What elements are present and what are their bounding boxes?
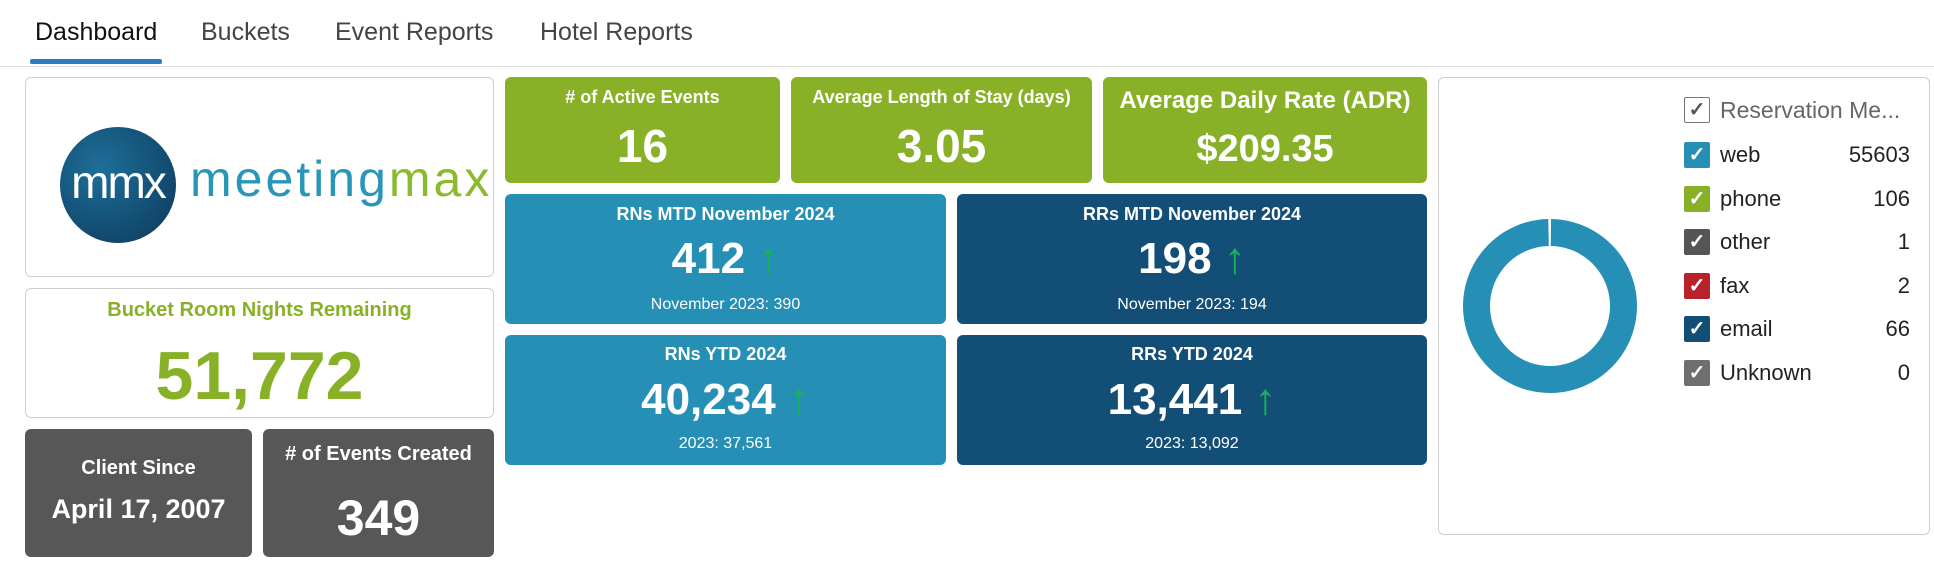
legend-label: other bbox=[1720, 229, 1771, 254]
logo-mark: mmx bbox=[71, 156, 167, 208]
adr-value: $209.35 bbox=[1196, 128, 1334, 170]
legend-item-web[interactable]: ✓ web 55603 bbox=[1684, 142, 1910, 172]
avg-length-of-stay-card: Average Length of Stay (days) 3.05 bbox=[791, 77, 1092, 183]
legend-value: 55603 bbox=[1848, 142, 1910, 167]
rns-mtd-value: 412 bbox=[671, 234, 746, 283]
donut-slice-web[interactable] bbox=[1463, 219, 1637, 393]
legend-header-label: Reservation Me... bbox=[1720, 97, 1901, 123]
active-events-card: # of Active Events 16 bbox=[505, 77, 780, 183]
rrs-mtd-label: RRs MTD November 2024 bbox=[1082, 204, 1302, 224]
reservation-method-donut-chart bbox=[1463, 219, 1637, 393]
tab-buckets[interactable]: Buckets bbox=[201, 18, 290, 46]
rns-mtd-label: RNs MTD November 2024 bbox=[616, 204, 835, 224]
logo-icon bbox=[60, 127, 176, 243]
check-icon[interactable]: ✓ bbox=[1684, 272, 1710, 299]
tab-hotel-reports[interactable]: Hotel Reports bbox=[540, 18, 693, 46]
bucket-room-nights-card: Bucket Room Nights Remaining 51,772 bbox=[25, 288, 494, 418]
active-events-value: 16 bbox=[616, 120, 669, 172]
rrs-ytd-card: RRs YTD 2024 13,441 ↑ 2023: 13,092 bbox=[957, 335, 1427, 465]
legend-label: email bbox=[1720, 316, 1773, 341]
active-tab-indicator bbox=[30, 59, 162, 64]
tab-event-reports[interactable]: Event Reports bbox=[335, 18, 494, 46]
rrs-mtd-card: RRs MTD November 2024 198 ↑ November 202… bbox=[957, 194, 1427, 324]
legend-label: Unknown bbox=[1720, 359, 1812, 385]
events-created-card: # of Events Created 349 bbox=[263, 429, 494, 557]
bucket-room-nights-label: Bucket Room Nights Remaining bbox=[107, 299, 412, 321]
legend-item-phone[interactable]: ✓ phone 106 bbox=[1684, 185, 1910, 216]
tab-dashboard[interactable]: Dashboard bbox=[35, 18, 158, 46]
rrs-mtd-compare: November 2023: 194 bbox=[1117, 296, 1267, 313]
legend-value: 2 bbox=[1897, 272, 1910, 298]
rrs-ytd-label: RRs YTD 2024 bbox=[1131, 344, 1253, 364]
legend-item-email[interactable]: ✓ email 66 bbox=[1684, 316, 1910, 346]
bucket-room-nights-value: 51,772 bbox=[155, 338, 364, 414]
check-icon[interactable]: ✓ bbox=[1684, 359, 1710, 386]
rns-ytd-label: RNs YTD 2024 bbox=[664, 344, 787, 364]
trend-up-icon: ↑ bbox=[1223, 234, 1246, 283]
check-icon[interactable]: ✓ bbox=[1684, 185, 1710, 212]
legend-item-fax[interactable]: ✓ fax 2 bbox=[1684, 272, 1910, 303]
check-icon[interactable]: ✓ bbox=[1684, 316, 1710, 342]
trend-up-icon: ↑ bbox=[757, 234, 780, 283]
check-icon: ✓ bbox=[1684, 97, 1710, 123]
rns-ytd-card: RNs YTD 2024 40,234 ↑ 2023: 37,561 bbox=[505, 335, 946, 465]
rns-ytd-value: 40,234 bbox=[641, 375, 776, 424]
active-events-label: # of Active Events bbox=[565, 87, 720, 107]
client-since-label: Client Since bbox=[81, 457, 196, 479]
client-since-value: April 17, 2007 bbox=[51, 494, 226, 524]
check-icon[interactable]: ✓ bbox=[1684, 142, 1710, 168]
logo-word-meeting: meeting bbox=[190, 151, 389, 207]
logo-wordmark: meetingmax bbox=[190, 150, 492, 208]
legend-item-other[interactable]: ✓ other 1 bbox=[1684, 229, 1910, 259]
trend-up-icon: ↑ bbox=[787, 375, 810, 424]
rrs-mtd-value: 198 bbox=[1138, 234, 1212, 283]
legend-value: 1 bbox=[1897, 229, 1910, 254]
legend-label: phone bbox=[1720, 185, 1782, 211]
rns-mtd-card: RNs MTD November 2024 412 ↑ November 202… bbox=[505, 194, 946, 324]
legend-value: 66 bbox=[1885, 316, 1910, 341]
events-created-label: # of Events Created bbox=[285, 443, 472, 465]
adr-label: Average Daily Rate (ADR) bbox=[1119, 87, 1411, 114]
legend-header[interactable]: ✓ Reservation Me... bbox=[1684, 97, 1920, 127]
adr-card: Average Daily Rate (ADR) $209.35 bbox=[1103, 77, 1427, 183]
rns-ytd-compare: 2023: 37,561 bbox=[678, 435, 773, 452]
rns-mtd-compare: November 2023: 390 bbox=[650, 296, 801, 313]
legend-label: web bbox=[1720, 142, 1761, 167]
legend-label: fax bbox=[1720, 272, 1750, 298]
check-icon[interactable]: ✓ bbox=[1684, 229, 1710, 255]
logo-word-max: max bbox=[388, 151, 493, 207]
legend-value: 106 bbox=[1873, 185, 1910, 211]
tab-bar: Dashboard Buckets Event Reports Hotel Re… bbox=[0, 0, 1934, 67]
rrs-ytd-compare: 2023: 13,092 bbox=[1145, 435, 1239, 452]
client-since-card: Client Since April 17, 2007 bbox=[25, 429, 252, 557]
events-created-value: 349 bbox=[336, 490, 421, 546]
legend-value: 0 bbox=[1897, 359, 1910, 385]
avg-length-of-stay-value: 3.05 bbox=[896, 120, 987, 172]
rrs-ytd-value: 13,441 bbox=[1107, 375, 1243, 424]
trend-up-icon: ↑ bbox=[1254, 375, 1277, 424]
legend-item-unknown[interactable]: ✓ Unknown 0 bbox=[1684, 359, 1910, 390]
avg-length-of-stay-label: Average Length of Stay (days) bbox=[812, 87, 1071, 107]
